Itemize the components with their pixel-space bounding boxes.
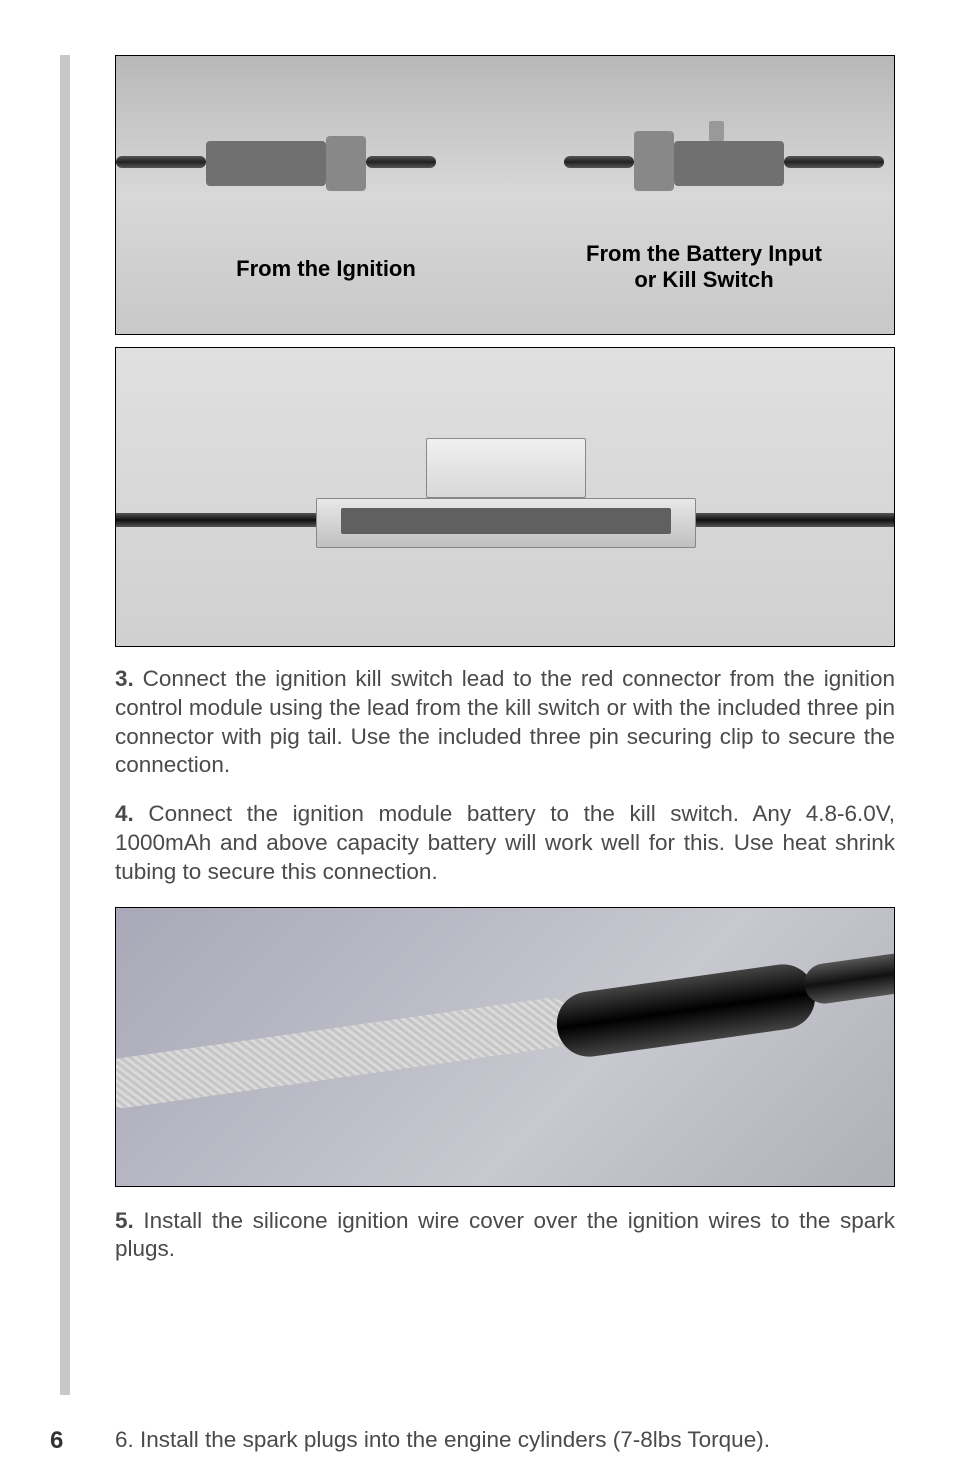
battery-connector-illustration: [604, 101, 834, 231]
ignition-connector-illustration: [176, 101, 406, 231]
step-5-body: Install the silicone ignition wire cover…: [115, 1208, 895, 1262]
heat-shrink-illustration: [553, 960, 820, 1061]
braided-cable-illustration: [115, 994, 577, 1110]
step-6-text: 6. Install the spark plugs into the engi…: [115, 1426, 895, 1455]
clip-illustration: [256, 438, 756, 558]
figure-heat-shrink: [115, 907, 895, 1187]
step-3-body: Connect the ignition kill switch lead to…: [115, 666, 895, 777]
page-number: 6: [50, 1427, 63, 1455]
left-accent-bar: [60, 55, 70, 1395]
ignition-label: From the Ignition: [216, 256, 436, 282]
step-5-number: 5.: [115, 1208, 134, 1233]
step-5-text: 5. Install the silicone ignition wire co…: [115, 1207, 895, 1265]
step-6-number: 6.: [115, 1427, 134, 1452]
main-content: From the Ignition From the Battery Input…: [115, 55, 895, 1264]
battery-label: From the Battery Input or Kill Switch: [564, 241, 844, 293]
step-4-text: 4. Connect the ignition module battery t…: [115, 800, 895, 886]
cable-end-illustration: [802, 949, 895, 1005]
step-4-body: Connect the ignition module battery to t…: [115, 801, 895, 884]
step-4-number: 4.: [115, 801, 134, 826]
battery-label-line2: or Kill Switch: [634, 267, 773, 292]
figure-securing-clip: [115, 347, 895, 647]
step-6-body: Install the spark plugs into the engine …: [134, 1427, 770, 1452]
figure-connectors: From the Ignition From the Battery Input…: [115, 55, 895, 335]
battery-label-line1: From the Battery Input: [586, 241, 822, 266]
step-3-text: 3. Connect the ignition kill switch lead…: [115, 665, 895, 780]
step-3-number: 3.: [115, 666, 134, 691]
